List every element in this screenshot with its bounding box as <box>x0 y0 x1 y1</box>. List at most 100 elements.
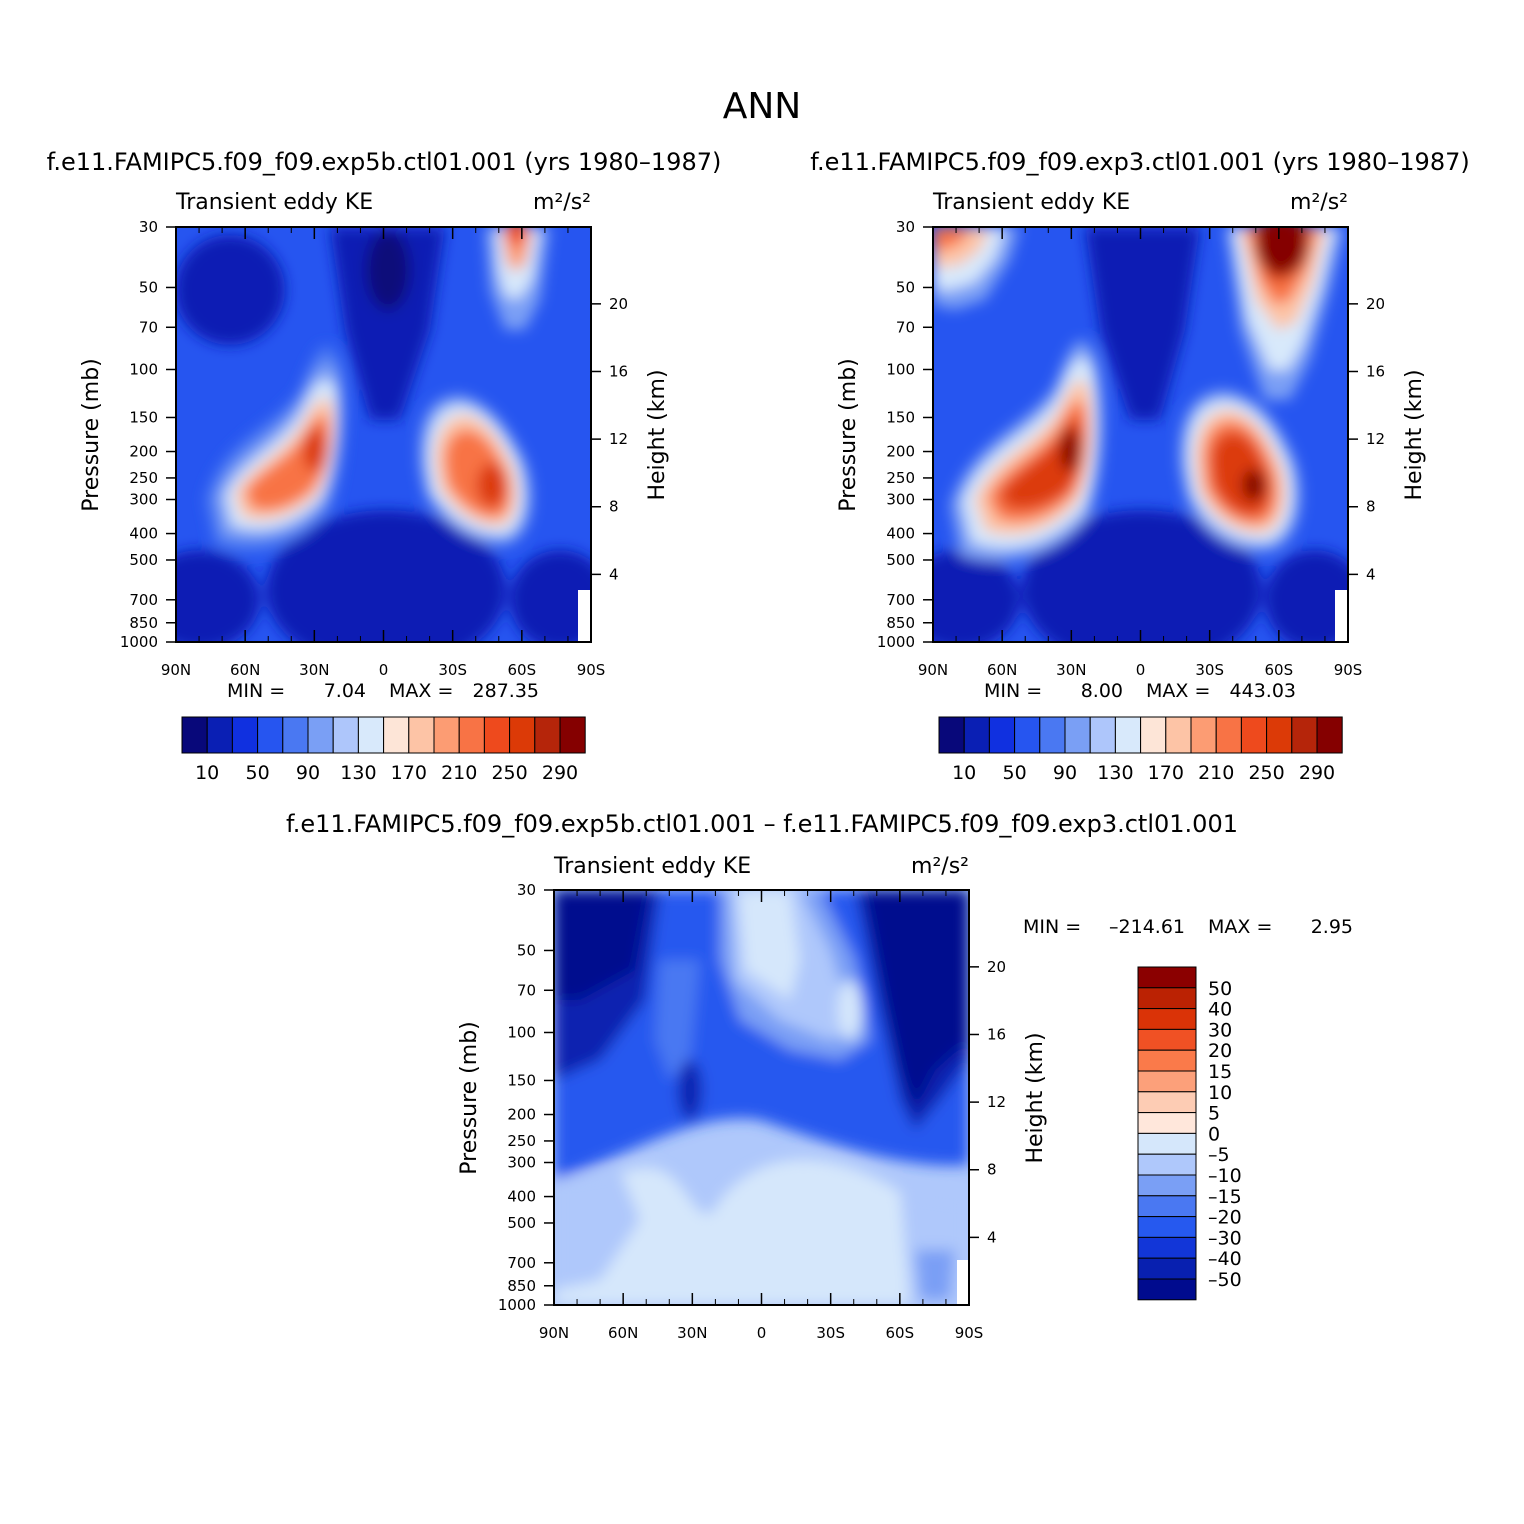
y-tick-label: 850 <box>886 614 915 632</box>
panel-1-min-upper <box>366 230 410 310</box>
panel-1-low-nh-upper <box>176 235 285 345</box>
panel-2-colorbar: 10 50 90 130 170 210 250 290 <box>938 716 1343 784</box>
colorbar-label: 50 <box>1208 978 1232 1000</box>
colorbar-swatch <box>1014 716 1041 754</box>
x-tick-label: 0 <box>757 1324 767 1342</box>
x-tick-label: 30N <box>299 661 329 679</box>
y-tick-label: 100 <box>507 1023 536 1041</box>
panel-1-title: f.e11.FAMIPC5.f09_f09.exp5b.ctl01.001 (y… <box>47 148 722 176</box>
panel-2-y2label: Height (km) <box>1402 369 1427 500</box>
panel-3-contour-field <box>554 890 969 1305</box>
panel-2-low-surface <box>1022 510 1262 642</box>
panel-1-contour-field <box>176 227 591 642</box>
panel-3-max-value: 2.95 <box>1311 916 1353 938</box>
panel-3-min-value: –214.61 <box>1109 916 1185 938</box>
colorbar-swatch <box>332 716 359 754</box>
panel-1: f.e11.FAMIPC5.f09_f09.exp5b.ctl01.001 (y… <box>47 148 722 784</box>
x-tick-label: 60S <box>508 661 537 679</box>
colorbar-label: 10 <box>952 762 976 784</box>
colorbar-label: 90 <box>296 762 320 784</box>
y2-tick-label: 12 <box>987 1093 1006 1111</box>
x-tick-label: 0 <box>379 661 389 679</box>
colorbar-swatch <box>1190 716 1217 754</box>
panel-3-tropical-upper-light3 <box>738 890 800 1000</box>
panel-1-ylabel: Pressure (mb) <box>79 358 104 512</box>
panel-2-low-upper <box>1085 227 1200 420</box>
y-tick-label: 30 <box>517 881 536 899</box>
colorbar-label: 50 <box>246 762 270 784</box>
y-tick-label: 150 <box>507 1071 536 1089</box>
y-tick-label: 100 <box>886 360 915 378</box>
colorbar-swatch <box>1089 716 1116 754</box>
y-tick-label: 300 <box>129 491 158 509</box>
colorbar-swatch <box>1240 716 1268 754</box>
panel-3-sh-surface-negative <box>915 1250 955 1300</box>
panel-2-title: f.e11.FAMIPC5.f09_f09.exp3.ctl01.001 (yr… <box>810 148 1469 176</box>
panel-2: f.e11.FAMIPC5.f09_f09.exp3.ctl01.001 (yr… <box>810 148 1469 784</box>
panel-3-lower-light <box>554 1159 969 1305</box>
panel-3-nh-lower-mid <box>554 1170 640 1290</box>
colorbar-label: 30 <box>1208 1019 1232 1041</box>
colorbar-label: –50 <box>1208 1269 1242 1291</box>
y-tick-label: 70 <box>517 981 536 999</box>
panel-2-max-value: 443.03 <box>1230 680 1296 702</box>
y-tick-label: 200 <box>886 443 915 461</box>
panel-2-ylabel: Pressure (mb) <box>836 358 861 512</box>
x-tick-label: 30S <box>1195 661 1224 679</box>
y-tick-label: 1000 <box>877 633 915 651</box>
colorbar-swatch <box>1064 716 1091 754</box>
panel-2-low-sh-surface <box>1265 550 1348 642</box>
panel-3: f.e11.FAMIPC5.f09_f09.exp5b.ctl01.001 – … <box>286 810 1353 1342</box>
x-tick-label: 30S <box>438 661 467 679</box>
y2-tick-label: 12 <box>1366 430 1385 448</box>
x-tick-label: 60S <box>1265 661 1294 679</box>
colorbar-swatch <box>282 716 309 754</box>
y-tick-label: 50 <box>139 278 158 296</box>
panel-2-max-label: MAX = <box>1146 680 1210 702</box>
figure-title: ANN <box>723 86 802 127</box>
colorbar-swatch <box>1039 716 1066 754</box>
y-tick-label: 850 <box>129 614 158 632</box>
y-tick-label: 1000 <box>498 1296 536 1314</box>
y-tick-label: 250 <box>886 469 915 487</box>
colorbar-swatch <box>433 716 460 754</box>
colorbar-label: 20 <box>1208 1040 1232 1062</box>
colorbar-label: 250 <box>491 762 527 784</box>
colorbar-swatch <box>559 716 586 754</box>
y-tick-label: 1000 <box>120 633 158 651</box>
colorbar-swatch <box>1316 716 1343 754</box>
panel-3-upper-light-spot <box>838 980 862 1040</box>
colorbar-label: –40 <box>1208 1248 1242 1270</box>
panel-2-min-label: MIN = <box>984 680 1042 702</box>
y2-tick-label: 8 <box>987 1161 997 1179</box>
panel-3-left-label: Transient eddy KE <box>553 854 751 879</box>
panel-3-axes: 90N 60N 30N 0 30S 60S 90S 30 50 70 100 150 200 250 300… <box>498 881 1006 1342</box>
colorbar-label: 170 <box>1148 762 1184 784</box>
panel-1-axes: 90N 60N 30N 0 30S 60S 90S 30 50 70 100 150 200 250 300… <box>120 218 628 679</box>
x-tick-label: 30N <box>1056 661 1086 679</box>
panel-1-y2label: Height (km) <box>645 369 670 500</box>
panel-2-left-label: Transient eddy KE <box>932 190 1130 215</box>
y-tick-label: 500 <box>507 1214 536 1232</box>
colorbar-label: 290 <box>1299 762 1335 784</box>
colorbar-label: –20 <box>1208 1207 1242 1229</box>
x-tick-label: 60N <box>987 661 1017 679</box>
y-tick-label: 200 <box>129 443 158 461</box>
colorbar-swatch <box>231 716 259 754</box>
colorbar-swatch <box>1137 1216 1197 1238</box>
colorbar-swatch <box>1137 1278 1197 1301</box>
colorbar-label: 10 <box>1208 1082 1232 1104</box>
colorbar-swatch <box>938 716 965 754</box>
colorbar-swatch <box>1137 966 1197 989</box>
colorbar-label: 130 <box>340 762 376 784</box>
x-tick-label: 30S <box>816 1324 845 1342</box>
y-tick-label: 300 <box>507 1154 536 1172</box>
colorbar-swatch <box>383 716 410 754</box>
x-tick-label: 90S <box>577 661 606 679</box>
colorbar-label: –15 <box>1208 1186 1242 1208</box>
y2-tick-label: 20 <box>987 958 1006 976</box>
panel-1-colorbar: 10 50 90 130 170 210 250 290 <box>181 716 586 784</box>
y-tick-label: 30 <box>896 218 915 236</box>
panel-3-nh-max-negative <box>554 890 650 1000</box>
